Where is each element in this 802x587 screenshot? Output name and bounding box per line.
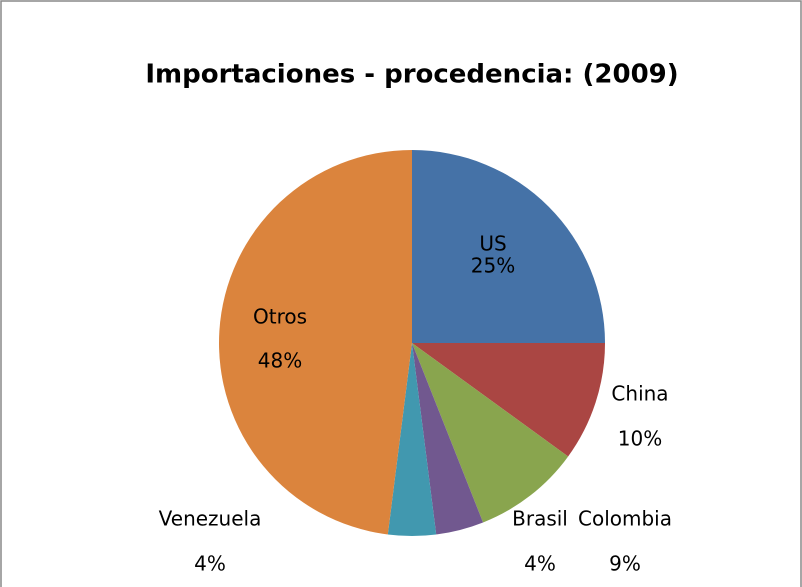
slice-value-label: 48% — [258, 349, 302, 373]
slice-value-label: 4% — [194, 552, 226, 576]
pie-slice — [412, 343, 484, 535]
pie-slice — [387, 343, 437, 536]
slice-label: Venezuela — [159, 507, 262, 531]
pie-slice — [412, 343, 569, 523]
slice-label: US — [479, 232, 506, 256]
slice-label: Colombia — [578, 507, 672, 531]
slice-label: China — [611, 382, 668, 406]
pie-slice — [219, 150, 412, 535]
pie-slice — [412, 343, 605, 457]
slice-value-label: 25% — [471, 254, 515, 278]
pie-slice — [412, 150, 605, 343]
slice-label: Otros — [253, 305, 307, 329]
chart-title: Importaciones - procedencia: (2009) — [145, 60, 678, 90]
slice-value-label: 9% — [609, 552, 641, 576]
slice-label: Brasil — [512, 507, 568, 531]
slice-value-label: 10% — [618, 427, 662, 451]
slice-value-label: 4% — [524, 552, 556, 576]
